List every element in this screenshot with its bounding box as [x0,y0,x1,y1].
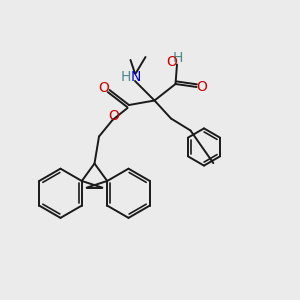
Text: O: O [196,80,207,94]
Text: O: O [108,110,119,123]
Text: O: O [99,82,110,95]
Text: N: N [130,70,141,84]
Text: O: O [166,55,177,69]
Text: H: H [172,52,183,65]
Text: H: H [120,70,130,84]
